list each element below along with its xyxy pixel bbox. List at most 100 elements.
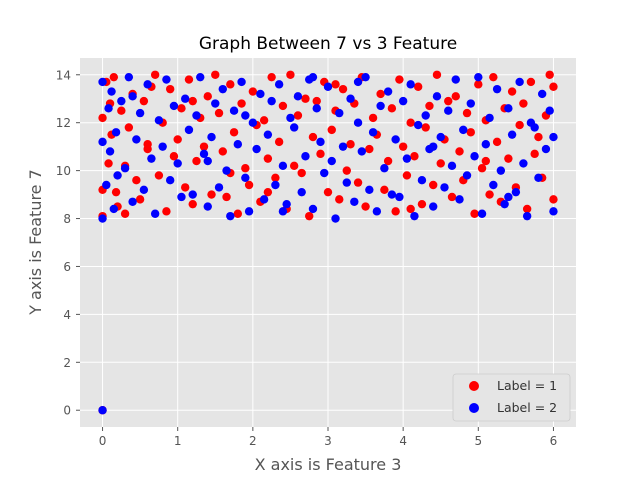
- scatter-point-label-1: [413, 82, 423, 91]
- scatter-point-label-1: [406, 204, 415, 214]
- scatter-point-label-2: [113, 171, 122, 180]
- scatter-point-label-1: [376, 89, 385, 99]
- scatter-point-label-2: [429, 142, 438, 151]
- scatter-point-label-2: [109, 204, 119, 214]
- scatter-point-label-2: [289, 123, 299, 132]
- scatter-point-label-2: [147, 154, 156, 163]
- scatter-point-label-1: [492, 137, 502, 147]
- scatter-point-label-2: [218, 84, 227, 94]
- scatter-point-label-1: [444, 96, 453, 106]
- scatter-point-label-2: [365, 185, 374, 194]
- scatter-point-label-2: [387, 190, 397, 199]
- scatter-point-label-1: [466, 128, 475, 137]
- scatter-point-label-1: [507, 87, 517, 96]
- scatter-point-label-1: [165, 84, 175, 94]
- scatter-point-label-2: [120, 164, 130, 173]
- scatter-point-label-2: [417, 176, 427, 185]
- scatter-point-label-1: [192, 156, 201, 166]
- scatter-point-label-2: [335, 108, 344, 118]
- scatter-point-label-1: [489, 72, 498, 82]
- scatter-point-label-2: [522, 211, 532, 221]
- scatter-point-label-1: [515, 120, 524, 130]
- legend: Label = 1 Label = 2: [452, 373, 571, 422]
- scatter-point-label-2: [519, 159, 528, 168]
- scatter-point-label-2: [282, 199, 291, 209]
- scatter-point-label-2: [312, 104, 321, 113]
- scatter-point-label-1: [120, 209, 130, 218]
- scatter-point-label-1: [278, 101, 288, 111]
- scatter-point-label-2: [342, 178, 351, 187]
- scatter-point-label-2: [477, 209, 487, 218]
- scatter-point-label-1: [432, 70, 442, 79]
- scatter-point-label-1: [162, 207, 171, 216]
- scatter-point-label-1: [286, 70, 295, 79]
- scatter-point-label-1: [308, 132, 318, 142]
- scatter-point-label-1: [447, 192, 457, 202]
- scatter-point-label-1: [214, 108, 224, 118]
- scatter-point-label-1: [383, 156, 393, 166]
- scatter-point-label-1: [436, 159, 445, 168]
- scatter-point-label-1: [173, 135, 182, 144]
- scatter-point-label-2: [323, 82, 333, 91]
- scatter-point-label-1: [229, 128, 239, 137]
- scatter-point-label-1: [139, 96, 149, 106]
- scatter-point-label-2: [244, 207, 254, 216]
- scatter-point-label-1: [485, 190, 494, 199]
- scatter-point-label-2: [259, 195, 269, 204]
- scatter-point-label-2: [188, 190, 197, 199]
- x-tick-label: 4: [399, 434, 407, 448]
- scatter-point-label-1: [519, 99, 528, 108]
- scatter-point-label-2: [338, 142, 348, 151]
- scatter-point-label-1: [181, 183, 190, 192]
- scatter-point-label-2: [410, 211, 419, 221]
- scatter-point-label-2: [383, 87, 393, 96]
- scatter-point-label-1: [104, 159, 113, 168]
- scatter-point-label-1: [455, 147, 464, 156]
- scatter-point-label-2: [402, 154, 412, 163]
- scatter-point-label-1: [331, 80, 340, 89]
- scatter-point-label-2: [327, 156, 336, 166]
- scatter-point-label-2: [229, 106, 239, 115]
- scatter-point-label-2: [297, 187, 306, 197]
- scatter-point-label-1: [398, 142, 408, 151]
- scatter-point-label-1: [395, 75, 404, 84]
- scatter-point-label-1: [312, 96, 321, 106]
- scatter-point-label-2: [368, 128, 378, 137]
- scatter-point-label-1: [98, 113, 107, 123]
- scatter-point-label-2: [492, 84, 502, 94]
- scatter-point-label-2: [203, 202, 212, 211]
- scatter-point-label-2: [429, 202, 438, 211]
- scatter-point-label-2: [111, 128, 121, 137]
- scatter-point-label-2: [406, 80, 415, 89]
- scatter-point-label-2: [320, 168, 329, 178]
- scatter-point-label-2: [447, 161, 457, 171]
- scatter-point-label-2: [222, 166, 231, 175]
- scatter-point-label-2: [256, 89, 265, 99]
- scatter-point-label-2: [271, 180, 280, 190]
- scatter-point-label-1: [365, 144, 374, 154]
- scatter-point-label-2: [331, 214, 340, 223]
- x-tick-label: 3: [324, 434, 332, 448]
- scatter-point-label-1: [335, 195, 344, 204]
- y-axis-label: Y axis is Feature 7: [26, 169, 45, 316]
- scatter-point-label-2: [421, 111, 430, 120]
- scatter-point-label-1: [451, 92, 460, 101]
- scatter-point-label-2: [199, 149, 209, 159]
- scatter-point-label-1: [522, 204, 532, 214]
- y-tick-label: 14: [56, 68, 71, 82]
- scatter-point-label-1: [263, 154, 273, 163]
- scatter-point-label-2: [440, 183, 449, 192]
- scatter-point-label-1: [346, 140, 355, 149]
- scatter-point-label-1: [169, 152, 179, 161]
- scatter-point-label-1: [188, 96, 197, 106]
- scatter-point-label-2: [117, 96, 126, 106]
- scatter-point-label-1: [402, 171, 412, 180]
- scatter-point-label-1: [259, 116, 269, 125]
- scatter-point-label-1: [327, 125, 336, 135]
- scatter-point-label-1: [474, 80, 483, 89]
- scatter-point-label-2: [143, 80, 152, 89]
- scatter-point-label-2: [504, 104, 513, 113]
- legend-box: [452, 373, 571, 422]
- scatter-point-label-2: [308, 72, 318, 82]
- scatter-point-label-1: [293, 111, 303, 120]
